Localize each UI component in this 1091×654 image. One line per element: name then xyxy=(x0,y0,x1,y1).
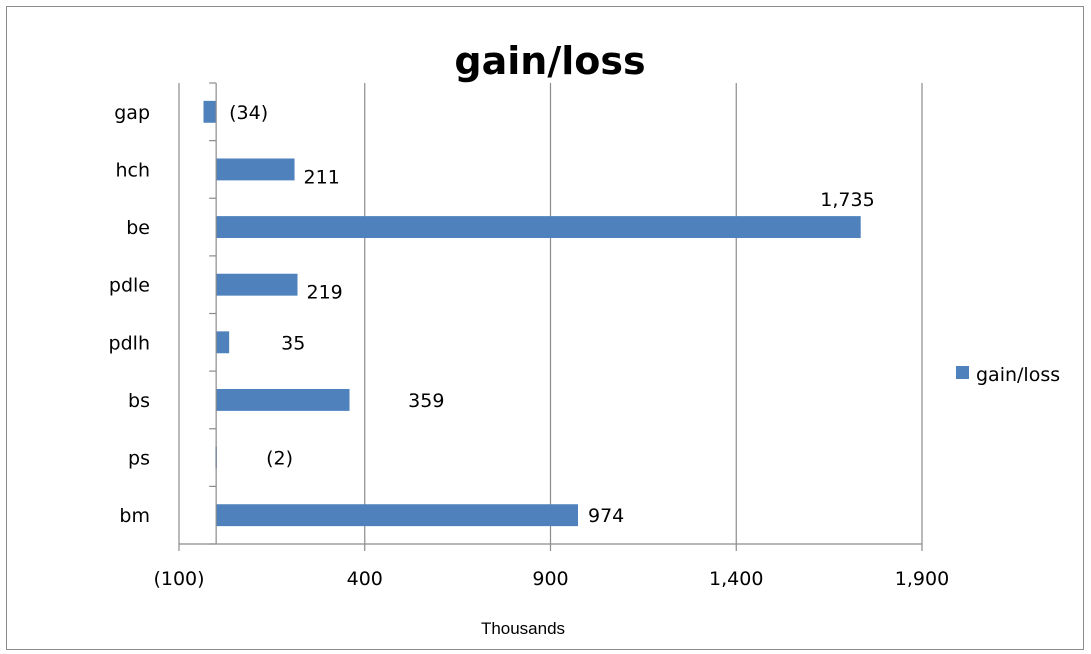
legend-label: gain/loss xyxy=(976,364,1060,386)
data-label-hch: 211 xyxy=(304,166,340,188)
category-label-bm: bm xyxy=(119,505,150,527)
bar-pdlh[interactable] xyxy=(216,331,230,354)
bar-bs[interactable] xyxy=(216,388,350,411)
legend-swatch xyxy=(956,366,969,379)
x-tick-label-0: (100) xyxy=(153,568,204,590)
x-tick-labels: (100) 400 900 1,400 1,900 xyxy=(153,568,949,590)
data-label-bm: 974 xyxy=(588,505,624,527)
category-label-ps: ps xyxy=(128,448,150,470)
data-label-gap: (34) xyxy=(229,102,268,124)
category-label-hch: hch xyxy=(115,159,150,181)
x-axis-unit-label: Thousands xyxy=(481,619,565,638)
axes xyxy=(178,82,923,551)
bar-be[interactable] xyxy=(216,216,861,239)
x-tick-label-3: 1,400 xyxy=(709,568,763,590)
x-tick-label-1: 400 xyxy=(347,568,383,590)
category-label-bs: bs xyxy=(128,390,150,412)
data-label-bs: 359 xyxy=(408,390,444,412)
category-label-pdlh: pdlh xyxy=(109,332,150,354)
bar-hch[interactable] xyxy=(216,158,295,181)
x-tick-label-2: 900 xyxy=(532,568,568,590)
data-label-pdle: 219 xyxy=(307,282,343,304)
bar-bm[interactable] xyxy=(216,504,578,527)
category-labels: gap hch be pdle pdlh bs ps bm xyxy=(109,102,150,527)
data-labels: (34) 211 1,735 219 35 359 (2) 974 xyxy=(229,102,875,527)
data-label-ps: (2) xyxy=(266,448,293,470)
bars xyxy=(203,100,861,527)
bar-gap[interactable] xyxy=(203,100,217,123)
gridlines xyxy=(178,83,923,544)
data-label-be: 1,735 xyxy=(820,189,874,211)
data-label-pdlh: 35 xyxy=(281,332,305,354)
category-label-be: be xyxy=(126,217,150,239)
bar-pdle[interactable] xyxy=(216,273,298,296)
chart-title: gain/loss xyxy=(454,39,645,83)
chart-frame xyxy=(6,6,1084,650)
x-tick-label-4: 1,900 xyxy=(895,568,949,590)
legend[interactable]: gain/loss xyxy=(956,364,1060,386)
category-label-pdle: pdle xyxy=(109,275,150,297)
category-label-gap: gap xyxy=(114,102,150,124)
